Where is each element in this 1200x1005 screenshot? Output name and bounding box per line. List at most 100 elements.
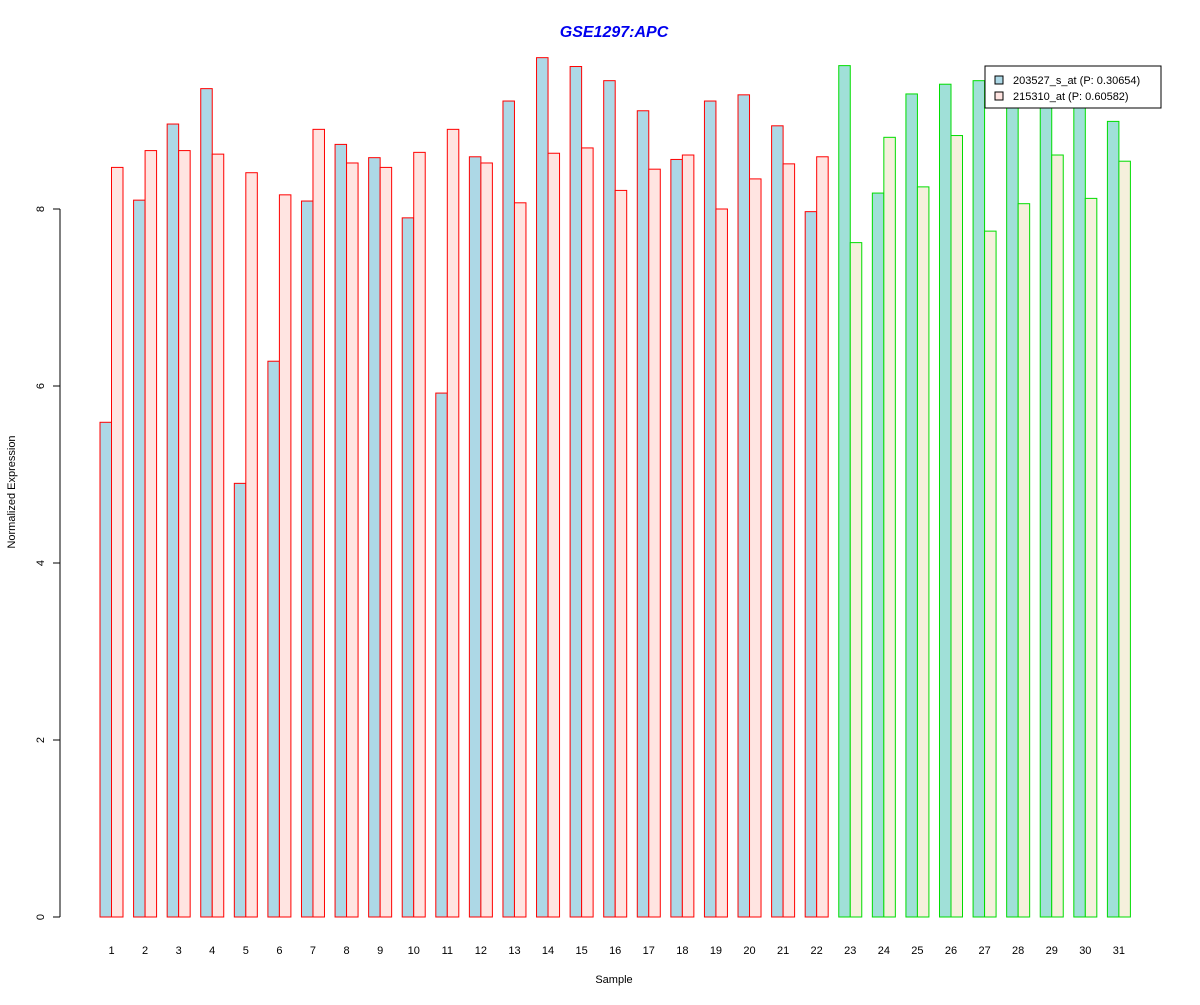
bar-series-1-sample-13	[502, 100, 515, 918]
bar-series-1-sample-11	[435, 392, 448, 918]
bar-series-2-sample-3	[178, 150, 191, 918]
x-tick-label: 15	[575, 945, 587, 957]
bar-series-2-sample-21	[782, 163, 796, 918]
bar-series-1-sample-6	[267, 360, 280, 918]
y-tick-label: 2	[35, 737, 47, 743]
legend-label-series-1: 203527_s_at (P: 0.30654)	[1013, 75, 1140, 87]
x-tick-label: 1	[108, 945, 114, 957]
legend-swatch-series-1	[994, 75, 1004, 85]
x-tick-label: 14	[542, 945, 554, 957]
bar-series-2-sample-18	[681, 154, 695, 918]
y-axis-label: Normalized Expression	[6, 435, 18, 548]
bar-series-1-sample-30	[1073, 93, 1086, 918]
x-tick-label: 5	[243, 945, 249, 957]
x-tick-label: 28	[1012, 945, 1024, 957]
x-tick-label: 17	[643, 945, 655, 957]
bar-series-2-sample-8	[346, 162, 359, 918]
bar-series-2-sample-16	[614, 189, 628, 918]
bar-series-1-sample-26	[939, 83, 952, 918]
x-tick-label: 9	[377, 945, 383, 957]
x-tick-label: 12	[475, 945, 487, 957]
y-tick-label: 4	[35, 560, 47, 566]
bar-series-2-sample-30	[1084, 197, 1098, 918]
x-tick-label: 10	[408, 945, 420, 957]
x-tick-label: 3	[176, 945, 182, 957]
y-axis: 0 2 4 6 8	[35, 206, 61, 920]
x-tick-label: 13	[508, 945, 520, 957]
bar-series-2-sample-27	[984, 230, 997, 918]
x-tick-label: 4	[209, 945, 215, 957]
bar-series-1-sample-12	[468, 156, 482, 918]
bar-series-2-sample-28	[1017, 203, 1031, 918]
bar-series-1-sample-31	[1106, 120, 1120, 918]
bar-series-1-sample-16	[603, 80, 616, 918]
bar-series-1-sample-4	[200, 88, 213, 918]
x-tick-label: 30	[1079, 945, 1091, 957]
x-tick-label: 6	[276, 945, 282, 957]
bar-series-1-sample-9	[368, 157, 381, 918]
bar-series-1-sample-17	[636, 110, 650, 918]
y-tick-label: 8	[35, 206, 47, 212]
x-tick-label: 8	[343, 945, 349, 957]
x-tick-label: 16	[609, 945, 621, 957]
x-tick-label: 2	[142, 945, 148, 957]
x-tick-label: 11	[442, 945, 453, 957]
bar-series-1-sample-14	[536, 57, 549, 918]
bar-series-2-sample-13	[513, 202, 527, 918]
bar-series-2-sample-24	[883, 136, 896, 918]
bar-series-1-sample-22	[804, 211, 818, 918]
bar-series-2-sample-6	[278, 194, 292, 918]
x-tick-label: 27	[978, 945, 990, 957]
bar-series-2-sample-5	[245, 172, 258, 918]
bars-group	[99, 57, 1131, 918]
y-tick-label: 6	[35, 383, 47, 389]
bar-series-1-sample-25	[905, 93, 918, 918]
bar-series-1-sample-23	[838, 65, 851, 918]
x-tick-label: 21	[777, 945, 789, 957]
bar-series-2-sample-23	[849, 242, 863, 918]
bar-series-1-sample-19	[703, 100, 717, 918]
bar-series-2-sample-25	[916, 186, 930, 918]
x-tick-label: 31	[1113, 945, 1125, 957]
x-tick-label: 19	[710, 945, 722, 957]
bar-series-2-sample-4	[211, 153, 225, 918]
x-tick-label: 24	[878, 945, 890, 957]
bar-series-1-sample-8	[334, 143, 348, 918]
bar-series-1-sample-1	[99, 421, 112, 918]
bar-series-1-sample-3	[166, 123, 180, 918]
x-tick-label: 7	[310, 945, 316, 957]
bar-series-1-sample-10	[401, 217, 415, 918]
chart-title: GSE1297:APC	[560, 24, 669, 41]
x-tick-label: 20	[743, 945, 755, 957]
legend-label-series-2: 215310_at (P: 0.60582)	[1013, 91, 1129, 103]
bar-series-2-sample-22	[816, 156, 829, 918]
bar-series-1-sample-28	[1006, 97, 1019, 918]
bar-series-2-sample-15	[581, 147, 594, 918]
bar-series-1-sample-27	[972, 80, 986, 918]
x-axis-tick-labels: 1 2 3 4 5 6 7 8 9 10 11 12 13 14 15 16 17 18 19 20 21 22 23 24 2…	[108, 945, 1125, 957]
bar-series-2-sample-11	[446, 128, 460, 918]
bar-series-1-sample-5	[233, 482, 247, 918]
bar-series-2-sample-12	[480, 162, 493, 918]
x-tick-label: 29	[1046, 945, 1058, 957]
bar-series-2-sample-20	[749, 178, 762, 918]
bar-series-2-sample-31	[1118, 160, 1131, 918]
bar-series-1-sample-29	[1039, 93, 1053, 918]
bar-series-1-sample-2	[133, 199, 146, 918]
x-tick-label: 23	[844, 945, 856, 957]
bar-series-2-sample-26	[950, 135, 963, 918]
x-tick-label: 26	[945, 945, 957, 957]
bar-series-2-sample-2	[144, 150, 158, 918]
bar-series-1-sample-15	[569, 66, 583, 918]
bar-series-2-sample-14	[547, 152, 561, 918]
legend: 203527_s_at (P: 0.30654) 215310_at (P: 0…	[984, 65, 1162, 109]
x-tick-label: 25	[911, 945, 923, 957]
bar-series-2-sample-1	[111, 166, 124, 918]
bar-series-2-sample-10	[413, 151, 426, 918]
bar-series-2-sample-17	[648, 168, 661, 918]
bar-series-2-sample-9	[379, 166, 393, 918]
bar-series-1-sample-20	[737, 94, 751, 918]
bar-series-1-sample-24	[871, 192, 885, 918]
